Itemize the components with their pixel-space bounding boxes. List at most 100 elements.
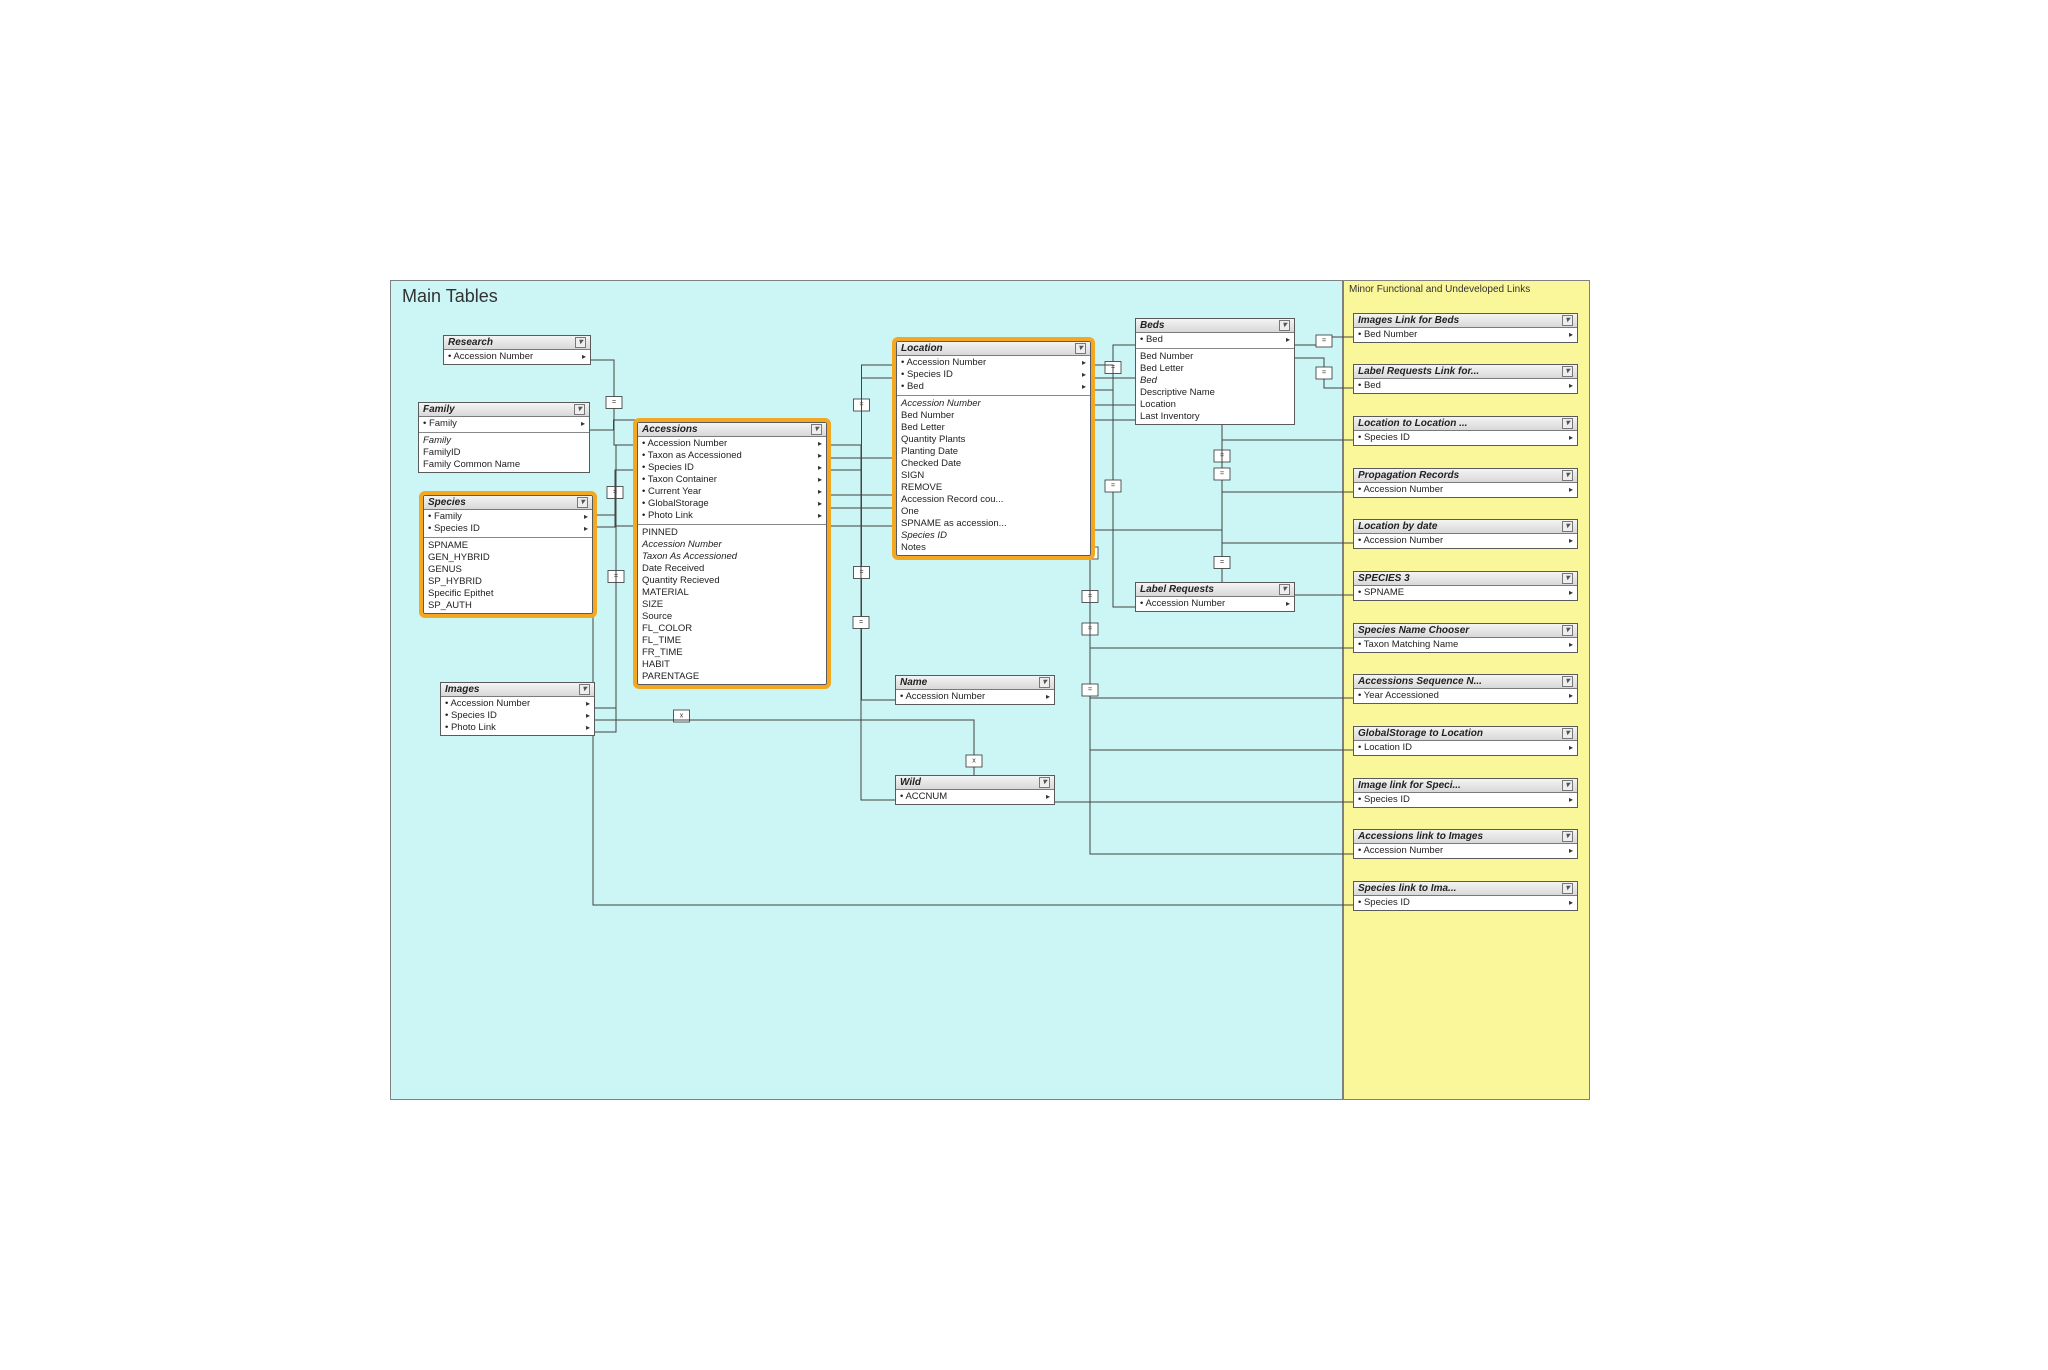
table-s_accseq[interactable]: Accessions Sequence N...▾• Year Accessio… — [1353, 674, 1578, 704]
field-row[interactable]: FL_COLOR — [638, 623, 826, 635]
field-row[interactable]: Accession Record cou... — [897, 494, 1090, 506]
field-row[interactable]: Bed Number — [1136, 351, 1294, 363]
expand-icon[interactable]: ▾ — [1039, 677, 1050, 688]
field-row[interactable]: • Accession Number▸ — [1354, 845, 1577, 857]
expand-icon[interactable]: ▾ — [1562, 831, 1573, 842]
table-header[interactable]: Family▾ — [419, 403, 589, 417]
field-row[interactable]: SIGN — [897, 470, 1090, 482]
field-row[interactable]: PINNED — [638, 527, 826, 539]
field-row[interactable]: Bed Letter — [1136, 363, 1294, 375]
field-row[interactable]: Taxon As Accessioned — [638, 551, 826, 563]
table-family[interactable]: Family▾• Family▸FamilyFamilyIDFamily Com… — [418, 402, 590, 473]
table-s_spnamech[interactable]: Species Name Chooser▾• Taxon Matching Na… — [1353, 623, 1578, 653]
table-header[interactable]: Beds▾ — [1136, 319, 1294, 333]
field-row[interactable]: Family Common Name — [419, 459, 589, 471]
table-header[interactable]: Species Name Chooser▾ — [1354, 624, 1577, 638]
table-s_imglinksp[interactable]: Image link for Speci...▾• Species ID▸ — [1353, 778, 1578, 808]
field-row[interactable]: • Species ID▸ — [897, 369, 1090, 381]
expand-icon[interactable]: ▾ — [811, 424, 822, 435]
expand-icon[interactable]: ▾ — [1562, 883, 1573, 894]
field-row[interactable]: Planting Date — [897, 446, 1090, 458]
table-header[interactable]: Species link to Ima...▾ — [1354, 882, 1577, 896]
table-header[interactable]: Images▾ — [441, 683, 594, 697]
field-row[interactable]: Descriptive Name — [1136, 387, 1294, 399]
table-s_acc2img[interactable]: Accessions link to Images▾• Accession Nu… — [1353, 829, 1578, 859]
table-header[interactable]: Location▾ — [897, 342, 1090, 356]
table-header[interactable]: Label Requests Link for...▾ — [1354, 365, 1577, 379]
field-row[interactable]: Family — [419, 435, 589, 447]
field-row[interactable]: Source — [638, 611, 826, 623]
field-row[interactable]: • Species ID▸ — [1354, 432, 1577, 444]
field-row[interactable]: Bed Number — [897, 410, 1090, 422]
field-row[interactable]: • Taxon Container▸ — [638, 474, 826, 486]
field-row[interactable]: Last Inventory — [1136, 411, 1294, 423]
table-images[interactable]: Images▾• Accession Number▸• Species ID▸•… — [440, 682, 595, 736]
table-header[interactable]: Accessions link to Images▾ — [1354, 830, 1577, 844]
field-row[interactable]: FR_TIME — [638, 647, 826, 659]
field-row[interactable]: • Species ID▸ — [638, 462, 826, 474]
table-beds[interactable]: Beds▾• Bed▸ Bed NumberBed LetterBedDescri… — [1135, 318, 1295, 425]
field-row[interactable]: One — [897, 506, 1090, 518]
field-row[interactable]: • Accession Number▸ — [1354, 484, 1577, 496]
field-row[interactable]: Notes — [897, 542, 1090, 554]
expand-icon[interactable]: ▾ — [1039, 777, 1050, 788]
expand-icon[interactable]: ▾ — [1279, 584, 1290, 595]
field-row[interactable]: SPNAME as accession... — [897, 518, 1090, 530]
field-row[interactable]: SIZE — [638, 599, 826, 611]
table-s_loc2loc[interactable]: Location to Location ...▾• Species ID▸ — [1353, 416, 1578, 446]
table-s_species3[interactable]: SPECIES 3▾• SPNAME▸ — [1353, 571, 1578, 601]
field-row[interactable]: GENUS — [424, 564, 592, 576]
table-header[interactable]: Name▾ — [896, 676, 1054, 690]
field-row[interactable]: SPNAME — [424, 540, 592, 552]
expand-icon[interactable]: ▾ — [579, 684, 590, 695]
table-header[interactable]: Propagation Records▾ — [1354, 469, 1577, 483]
field-row[interactable]: Quantity Recieved — [638, 575, 826, 587]
field-row[interactable]: • Accession Number▸ — [896, 691, 1054, 703]
table-header[interactable]: Images Link for Beds▾ — [1354, 314, 1577, 328]
table-header[interactable]: Accessions Sequence N...▾ — [1354, 675, 1577, 689]
field-row[interactable]: SP_HYBRID — [424, 576, 592, 588]
table-header[interactable]: Research▾ — [444, 336, 590, 350]
field-row[interactable]: • ACCNUM▸ — [896, 791, 1054, 803]
field-row[interactable]: SP_AUTH — [424, 600, 592, 612]
field-row[interactable]: Checked Date — [897, 458, 1090, 470]
expand-icon[interactable]: ▾ — [1562, 728, 1573, 739]
field-row[interactable]: • SPNAME▸ — [1354, 587, 1577, 599]
expand-icon[interactable]: ▾ — [1562, 470, 1573, 481]
expand-icon[interactable]: ▾ — [1562, 521, 1573, 532]
field-row[interactable]: • Accession Number▸ — [638, 438, 826, 450]
field-row[interactable]: • Bed▸ — [897, 381, 1090, 393]
table-s_propag[interactable]: Propagation Records▾• Accession Number▸ — [1353, 468, 1578, 498]
expand-icon[interactable]: ▾ — [1562, 780, 1573, 791]
field-row[interactable]: Location — [1136, 399, 1294, 411]
field-row[interactable]: GEN_HYBRID — [424, 552, 592, 564]
table-header[interactable]: Label Requests▾ — [1136, 583, 1294, 597]
expand-icon[interactable]: ▾ — [1562, 625, 1573, 636]
expand-icon[interactable]: ▾ — [577, 497, 588, 508]
expand-icon[interactable]: ▾ — [1562, 573, 1573, 584]
field-row[interactable]: Quantity Plants — [897, 434, 1090, 446]
expand-icon[interactable]: ▾ — [1075, 343, 1086, 354]
field-row[interactable]: Bed — [1136, 375, 1294, 387]
table-s_labelreqlink[interactable]: Label Requests Link for...▾• Bed▸ — [1353, 364, 1578, 394]
table-labelreq[interactable]: Label Requests▾• Accession Number▸ — [1135, 582, 1295, 612]
field-row[interactable]: Accession Number — [897, 398, 1090, 410]
field-row[interactable]: • Bed▸ — [1354, 380, 1577, 392]
expand-icon[interactable]: ▾ — [575, 337, 586, 348]
expand-icon[interactable]: ▾ — [1562, 315, 1573, 326]
field-row[interactable]: MATERIAL — [638, 587, 826, 599]
expand-icon[interactable]: ▾ — [1279, 320, 1290, 331]
table-s_imglinkbeds[interactable]: Images Link for Beds▾• Bed Number▸ — [1353, 313, 1578, 343]
field-row[interactable]: • Location ID▸ — [1354, 742, 1577, 754]
table-research[interactable]: Research▾• Accession Number▸ — [443, 335, 591, 365]
table-header[interactable]: Location to Location ...▾ — [1354, 417, 1577, 431]
field-row[interactable]: • Year Accessioned▸ — [1354, 690, 1577, 702]
table-header[interactable]: Species▾ — [424, 496, 592, 510]
field-row[interactable]: • Bed▸ — [1136, 334, 1294, 346]
field-row[interactable]: FL_TIME — [638, 635, 826, 647]
field-row[interactable]: Species ID — [897, 530, 1090, 542]
table-header[interactable]: SPECIES 3▾ — [1354, 572, 1577, 586]
field-row[interactable]: HABIT — [638, 659, 826, 671]
field-row[interactable]: REMOVE — [897, 482, 1090, 494]
table-s_sp2img[interactable]: Species link to Ima...▾• Species ID▸ — [1353, 881, 1578, 911]
